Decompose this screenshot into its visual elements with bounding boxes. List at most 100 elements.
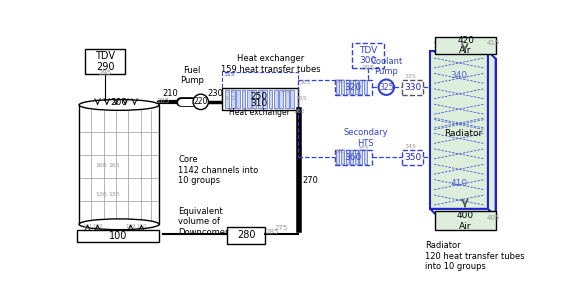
Bar <box>354 80 358 94</box>
Bar <box>346 150 349 164</box>
Circle shape <box>193 94 208 110</box>
Bar <box>85 49 126 74</box>
Bar <box>336 80 339 94</box>
Text: 335: 335 <box>404 74 416 79</box>
Text: TDV
290: TDV 290 <box>95 50 115 72</box>
Bar <box>430 51 488 209</box>
Text: 100: 100 <box>109 231 127 241</box>
Text: 270: 270 <box>303 176 318 186</box>
Bar <box>341 80 344 94</box>
Bar <box>223 72 298 109</box>
Text: 265: 265 <box>296 96 307 101</box>
Bar <box>364 80 367 94</box>
Bar <box>258 89 262 108</box>
Bar <box>350 150 353 164</box>
Bar <box>341 150 344 164</box>
Bar <box>364 150 367 164</box>
Bar <box>350 80 353 94</box>
Text: 230: 230 <box>207 89 223 99</box>
Bar <box>274 89 278 108</box>
Text: 101: 101 <box>82 224 93 229</box>
Bar <box>252 89 256 108</box>
Text: Secondary
HTS: Secondary HTS <box>343 128 388 148</box>
Text: 295: 295 <box>99 70 112 76</box>
Bar <box>438 59 496 217</box>
Text: 235: 235 <box>223 89 235 94</box>
Text: 165: 165 <box>109 162 120 168</box>
Text: 315: 315 <box>335 79 346 84</box>
Text: 205: 205 <box>157 98 170 105</box>
Text: Coolant
Pump: Coolant Pump <box>370 57 402 76</box>
Text: 305: 305 <box>361 64 374 70</box>
Text: 109: 109 <box>126 224 136 229</box>
Bar <box>335 150 371 165</box>
Bar <box>247 89 251 108</box>
Text: 210: 210 <box>162 89 178 99</box>
Bar <box>236 89 240 108</box>
Bar <box>279 89 283 108</box>
Text: 360: 360 <box>345 153 362 162</box>
Bar <box>290 89 294 108</box>
Ellipse shape <box>79 99 159 110</box>
Text: 200: 200 <box>110 98 128 107</box>
Text: 345: 345 <box>404 144 416 149</box>
Text: Radiator: Radiator <box>444 129 482 138</box>
Text: 355: 355 <box>357 146 369 151</box>
Bar <box>335 80 371 95</box>
Text: 160: 160 <box>96 162 107 168</box>
Bar <box>346 80 349 94</box>
Text: 330: 330 <box>404 83 421 92</box>
Bar <box>402 80 423 95</box>
Text: Core
1142 channels into
10 groups: Core 1142 channels into 10 groups <box>178 156 259 185</box>
Bar <box>359 80 363 94</box>
Bar <box>225 89 230 108</box>
Text: 415: 415 <box>486 40 499 46</box>
Text: 410: 410 <box>450 179 468 188</box>
Bar <box>435 211 496 230</box>
Text: 260: 260 <box>281 89 293 94</box>
Text: Heat exchanger: Heat exchanger <box>229 108 290 117</box>
Bar <box>354 150 358 164</box>
Ellipse shape <box>79 219 159 230</box>
Text: 130: 130 <box>96 192 107 197</box>
Text: 110: 110 <box>136 224 147 229</box>
Text: 250: 250 <box>251 92 268 101</box>
Bar <box>223 88 298 110</box>
Text: 365: 365 <box>335 149 346 154</box>
Text: 320: 320 <box>345 83 361 92</box>
Bar <box>402 150 423 165</box>
Circle shape <box>378 80 394 95</box>
Bar <box>435 37 496 54</box>
Bar <box>77 230 159 242</box>
Polygon shape <box>430 209 496 217</box>
Text: 310: 310 <box>251 99 268 108</box>
Text: 102: 102 <box>92 224 103 229</box>
Text: 240: 240 <box>223 96 235 101</box>
Bar <box>336 150 339 164</box>
Text: Heat exchanger
159 heat transfer tubes: Heat exchanger 159 heat transfer tubes <box>221 54 321 74</box>
Bar <box>227 227 265 244</box>
Text: 405: 405 <box>486 215 499 222</box>
Text: 325: 325 <box>379 83 394 92</box>
Bar <box>263 89 267 108</box>
Bar <box>242 89 245 108</box>
Text: 280: 280 <box>237 230 255 240</box>
Polygon shape <box>488 51 496 217</box>
Text: 135: 135 <box>109 192 120 197</box>
Text: 420
Air: 420 Air <box>457 36 474 55</box>
Text: 265: 265 <box>293 109 305 114</box>
Text: 400
Air: 400 Air <box>457 211 474 230</box>
Bar <box>352 43 384 68</box>
Bar <box>79 105 159 224</box>
Bar <box>231 89 235 108</box>
Text: Fuel
Pump: Fuel Pump <box>180 66 204 85</box>
Text: 220: 220 <box>193 97 208 106</box>
Text: Radiator
120 heat transfer tubes
into 10 groups: Radiator 120 heat transfer tubes into 10… <box>425 241 524 271</box>
Text: 285: 285 <box>265 229 279 235</box>
Bar <box>269 89 272 108</box>
Text: Equivalent
volume of
Downcomer: Equivalent volume of Downcomer <box>178 207 229 237</box>
Bar <box>284 89 288 108</box>
Text: 340: 340 <box>450 71 468 80</box>
Bar <box>359 150 363 164</box>
Text: 275: 275 <box>275 225 288 231</box>
